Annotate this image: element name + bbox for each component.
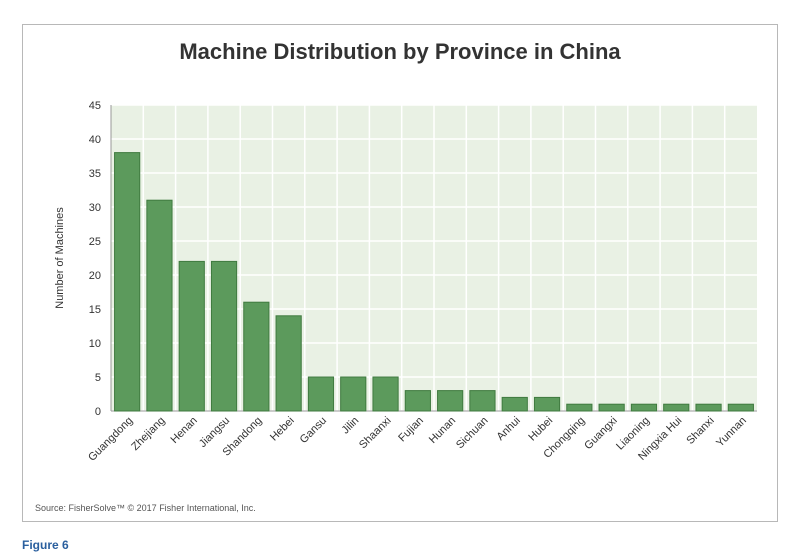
bar-liaoning [630,403,658,412]
x-tick-label: Hebei [268,415,297,444]
x-tick-label: Anhui [494,415,522,443]
bar-ningxia-hui [663,403,690,412]
bar-hebei [275,315,302,412]
y-tick-label: 40 [89,134,101,146]
x-tick-label: Zhejiang [129,415,167,453]
x-tick-label: Gansu [298,415,329,446]
y-tick-label: 20 [89,270,101,282]
x-tick-label: Fujian [396,415,426,445]
bar-henan [178,260,205,412]
bar-guangxi [598,403,625,412]
x-tick-label: Yunnan [714,415,749,450]
bar-shanxi [695,403,722,412]
bar-jiangsu [210,260,238,412]
y-tick-label: 35 [89,168,101,180]
bar-zhejiang [146,199,173,412]
y-tick-label: 10 [89,338,101,350]
figure-label: Figure 6 [22,538,69,552]
y-tick-label: 15 [89,304,101,316]
bar-hubei [533,396,561,412]
y-tick-label: 30 [89,202,101,214]
bar-chongqing [566,403,593,412]
y-tick-label: 5 [95,372,101,384]
x-tick-label: Shaanxi [357,415,394,452]
y-tick-label: 45 [89,100,101,112]
y-axis-label: Number of Machines [54,207,66,309]
bar-fujian [404,390,431,412]
bar-hunan [437,390,464,412]
chart-frame: Machine Distribution by Province in Chin… [22,24,778,522]
x-tick-label: Sichuan [454,415,491,452]
bar-sichuan [469,390,496,412]
x-tick-label: Guangdong [86,415,135,464]
x-tick-label: Shanxi [684,415,716,447]
x-tick-label: Hubei [526,415,555,444]
y-tick-label: 25 [89,236,101,248]
bar-guangdong [114,152,141,412]
x-tick-label: Henan [168,415,199,446]
bar-anhui [501,396,528,412]
bar-jilin [340,376,367,412]
source-note: Source: FisherSolve™ © 2017 Fisher Inter… [35,503,256,513]
bar-yunnan [727,403,754,412]
y-tick-label: 0 [95,406,101,418]
bar-shandong [243,301,270,412]
bar-gansu [307,376,335,412]
chart-title: Machine Distribution by Province in Chin… [179,39,621,64]
bar-shaanxi [372,376,399,412]
x-tick-label: Guangxi [582,415,619,452]
x-tick-label: Jilin [339,415,361,437]
x-tick-label: Hunan [427,415,458,446]
